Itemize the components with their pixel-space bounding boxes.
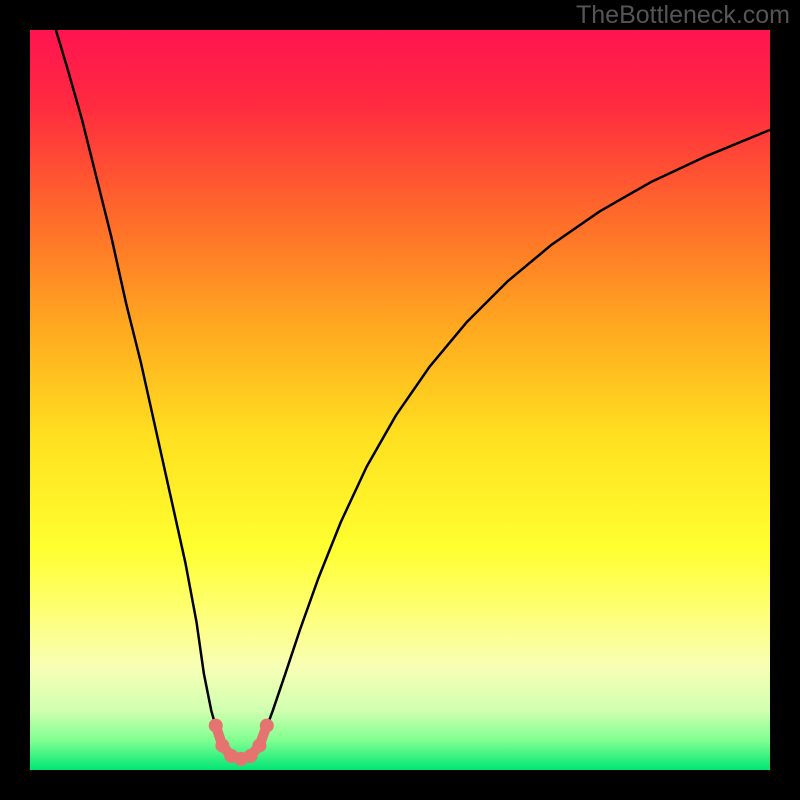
highlight-marker	[260, 719, 274, 733]
bottleneck-chart: TheBottleneck.com	[0, 0, 800, 800]
highlight-marker	[252, 739, 266, 753]
watermark-text: TheBottleneck.com	[576, 1, 790, 30]
highlight-marker	[209, 719, 223, 733]
chart-background	[30, 30, 770, 770]
chart-svg	[0, 0, 800, 800]
